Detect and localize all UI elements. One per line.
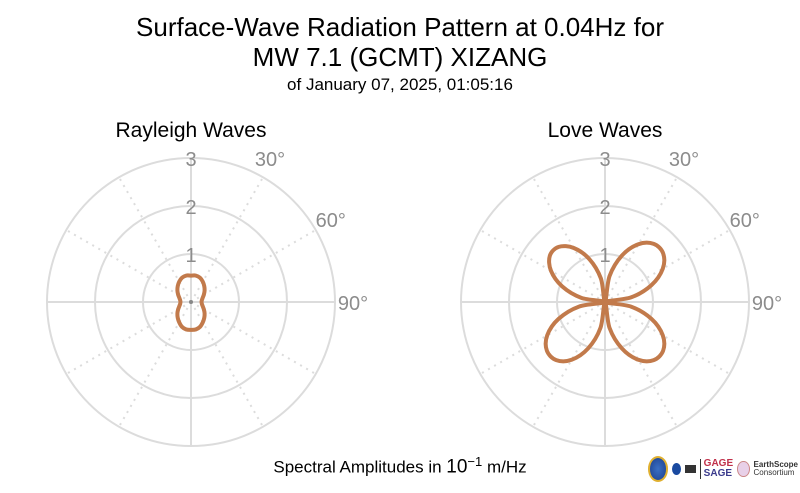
angle-tick-label: 60° (316, 210, 346, 232)
gage-sage-logo: GAGE SAGE (699, 458, 734, 479)
plot-title: Love Waves (548, 119, 663, 142)
angular-gridline (479, 301, 606, 375)
angle-tick-label: 90° (752, 293, 782, 315)
angular-gridline (604, 176, 678, 303)
angular-gridline (604, 301, 731, 375)
angular-gridline (604, 301, 678, 428)
sponsor-logos: GAGE SAGE EarthScope Consortium (648, 455, 798, 483)
chart-title-line2: MW 7.1 (GCMT) XIZANG (252, 42, 548, 72)
footer-unit-exp: −1 (467, 454, 483, 469)
gage-text: GAGE (703, 458, 734, 469)
radiation-pattern-curve (175, 273, 207, 332)
usgs-logo (685, 465, 696, 473)
plot-title: Rayleigh Waves (116, 119, 267, 142)
angle-tick-label: 30° (255, 149, 285, 171)
nasa-logo (672, 463, 682, 475)
radial-tick-label: 3 (185, 149, 196, 171)
polar-plot-0: Rayleigh Waves 1 2 3 30° 60° 90° (46, 119, 368, 447)
radial-ring (556, 253, 654, 351)
radial-ring (46, 157, 336, 447)
radial-ring (142, 253, 240, 351)
chart-title-line1: Surface-Wave Radiation Pattern at 0.04Hz… (136, 12, 664, 42)
angular-gridline (118, 176, 192, 303)
radial-tick-label: 1 (599, 245, 610, 267)
angular-gridline (190, 176, 264, 303)
radial-ring (94, 205, 288, 399)
radial-tick-label: 2 (599, 197, 610, 219)
origin-dot (189, 300, 193, 304)
angular-gridline (479, 229, 606, 303)
angle-tick-label: 30° (669, 149, 699, 171)
radiation-pattern-curve (543, 240, 667, 364)
radial-tick-label: 2 (185, 197, 196, 219)
footer-prefix: Spectral Amplitudes in (273, 457, 447, 477)
angular-gridline (118, 301, 192, 428)
angle-tick-label: 60° (730, 210, 760, 232)
radial-ring (508, 205, 702, 399)
earthscope-text: EarthScope (753, 460, 798, 469)
chart-subtitle: of January 07, 2025, 01:05:16 (287, 75, 513, 94)
angular-gridline (532, 301, 606, 428)
footer-unit-suffix: m/Hz (482, 457, 527, 477)
sage-text: SAGE (703, 468, 733, 479)
angle-tick-label: 90° (338, 293, 368, 315)
angular-gridline (604, 229, 731, 303)
amplitude-units-label: Spectral Amplitudes in 10−1 m/Hz (0, 454, 800, 479)
radial-tick-label: 3 (599, 149, 610, 171)
earthscope-logo: EarthScope Consortium (754, 461, 798, 477)
radial-tick-label: 1 (185, 245, 196, 267)
footer-unit-base: 10 (446, 456, 468, 478)
angular-gridline (65, 301, 192, 375)
angular-gridline (190, 301, 264, 428)
angular-gridline (190, 229, 317, 303)
angular-gridline (532, 176, 606, 303)
consortium-text: Consortium (753, 468, 795, 477)
angular-gridline (65, 229, 192, 303)
angular-gridline (190, 301, 317, 375)
nsf-logo (648, 456, 669, 482)
radial-ring (460, 157, 750, 447)
polar-plot-1: Love Waves 1 2 3 30° 60° 90° (460, 119, 782, 447)
earthscope-icon (737, 461, 750, 477)
